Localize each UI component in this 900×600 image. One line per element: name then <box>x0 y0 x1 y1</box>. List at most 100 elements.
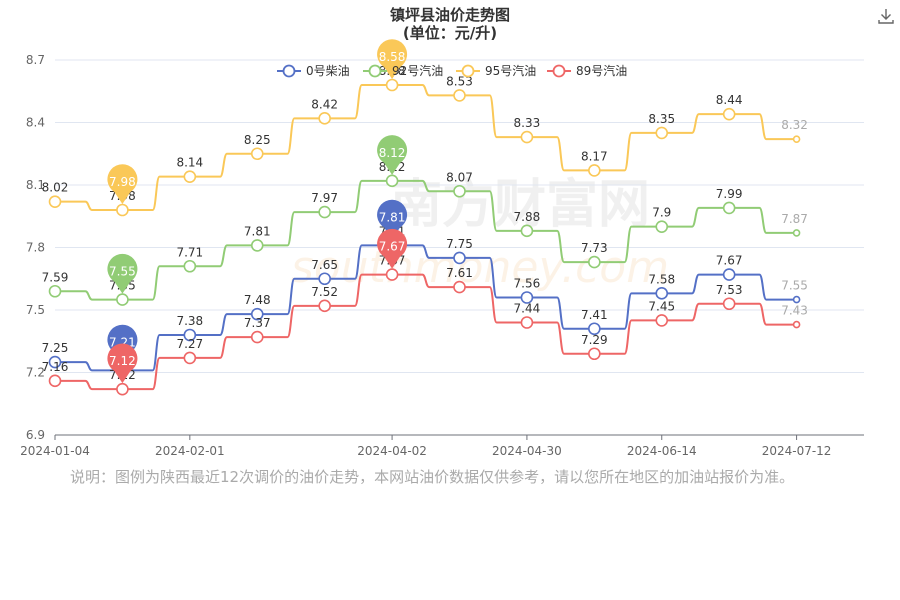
series-line <box>55 84 797 211</box>
data-label: 7.48 <box>244 293 271 307</box>
data-label: 8.17 <box>581 149 608 163</box>
data-label: 7.65 <box>311 258 338 272</box>
x-tick-label: 2024-04-02 <box>357 444 427 458</box>
data-point <box>385 174 399 188</box>
legend-item-3[interactable]: 89号汽油 <box>547 63 627 78</box>
data-point <box>318 112 331 125</box>
marker-pin-shape <box>377 199 408 240</box>
x-tick-label: 2024-07-12 <box>762 444 832 458</box>
series-layer: 7.257.217.387.487.657.817.757.567.417.58… <box>42 39 808 396</box>
data-label: 7.53 <box>716 283 743 297</box>
data-point <box>183 328 197 342</box>
marker-pin-shape <box>107 343 138 384</box>
data-point <box>520 224 534 238</box>
data-point <box>318 272 331 286</box>
legend-label: 89号汽油 <box>576 63 627 78</box>
data-label: 7.45 <box>648 299 675 313</box>
data-label: 7.56 <box>514 277 541 291</box>
y-tick-label: 8.7 <box>26 53 45 67</box>
marker-pin: 8.12 <box>377 135 408 175</box>
marker-pin-label: 7.67 <box>379 240 406 254</box>
legend-item-0[interactable]: 0号柴油 <box>277 64 350 78</box>
data-point <box>183 170 197 183</box>
marker-pin: 7.55 <box>107 253 138 294</box>
data-label: 7.99 <box>716 187 743 201</box>
data-point <box>48 355 62 369</box>
marker-pin-label: 7.12 <box>109 354 136 368</box>
data-point <box>792 320 801 329</box>
data-point <box>48 284 62 298</box>
legend-label: 0号柴油 <box>306 64 350 78</box>
data-point <box>250 330 264 344</box>
marker-pin-shape <box>107 164 138 204</box>
data-label: 7.55 <box>781 279 808 293</box>
data-point <box>453 184 466 198</box>
series-line <box>55 179 797 301</box>
data-label: 7.73 <box>581 241 608 255</box>
data-label: 7.58 <box>648 272 675 286</box>
data-label: 7.87 <box>781 212 808 226</box>
data-point <box>318 205 331 219</box>
data-point <box>655 314 669 327</box>
data-point <box>116 293 129 306</box>
data-point <box>453 89 466 102</box>
data-point <box>48 374 62 388</box>
download-icon[interactable] <box>876 6 896 26</box>
data-point <box>385 268 399 281</box>
data-label: 7.59 <box>42 270 69 284</box>
axes: 6.9 7.2 7.5 7.8 8.1 8.4 8.7 2024-01-04 2024-02-0… <box>20 53 864 458</box>
data-point <box>318 299 331 313</box>
marker-pin-shape <box>377 39 408 79</box>
data-label: 7.9 <box>652 206 671 220</box>
legend-label: 92号汽油 <box>392 63 443 78</box>
marker-pin-label: 7.98 <box>109 175 136 189</box>
marker-pin: 7.67 <box>377 228 408 269</box>
chart-subtitle: (单位：元/升) <box>403 24 497 42</box>
data-point <box>655 220 669 233</box>
data-point <box>250 307 264 321</box>
data-point <box>385 78 399 92</box>
legend[interactable]: 0号柴油 92号汽油 95号汽油 89号汽油 <box>277 63 627 78</box>
watermark: 南方财富网 southmoney.com <box>291 175 669 293</box>
data-label: 7.27 <box>176 337 203 351</box>
data-point <box>655 126 669 140</box>
data-point <box>250 147 264 161</box>
legend-item-1[interactable]: 92号汽油 <box>363 63 443 78</box>
data-label: 8.02 <box>42 181 69 195</box>
data-point <box>520 316 534 329</box>
data-point <box>722 297 736 311</box>
legend-marker <box>282 64 296 78</box>
data-point <box>250 239 264 252</box>
data-label: 7.38 <box>176 314 203 328</box>
data-point <box>588 164 601 177</box>
marker-pin-shape <box>377 135 408 175</box>
marker-pin: 8.58 <box>377 39 408 79</box>
series-3: 7.16 7.12 7.27 7.37 7.52 7.67 7.61 7.44 7.29 7.45… <box>42 228 808 396</box>
marker-pin-shape <box>377 228 408 269</box>
data-label: 8.53 <box>446 74 473 88</box>
marker-pin: 7.12 <box>107 343 138 384</box>
data-point <box>722 201 736 215</box>
data-label: 8.14 <box>176 156 203 170</box>
data-label: 7.97 <box>311 191 338 205</box>
series-1: 7.59 7.55 7.71 7.81 7.97 8.12 8.07 7.88 7.73 7.9 7… <box>42 135 808 306</box>
data-point <box>183 259 197 273</box>
legend-item-2[interactable]: 95号汽油 <box>456 63 536 78</box>
marker-pin: 7.81 <box>377 199 408 240</box>
data-point <box>792 135 801 143</box>
data-label: 7.37 <box>244 316 271 330</box>
marker-pin: 7.98 <box>107 164 138 204</box>
series-line <box>55 244 797 372</box>
x-tick-label: 2024-02-01 <box>155 444 225 458</box>
legend-marker <box>461 64 475 78</box>
data-point <box>453 280 466 294</box>
data-label: 7.41 <box>581 308 608 322</box>
data-label: 7.61 <box>446 266 473 280</box>
series-line <box>55 273 797 391</box>
data-label: 7.71 <box>176 245 203 259</box>
data-point <box>116 382 129 396</box>
data-label: 7.88 <box>514 210 541 224</box>
data-point <box>588 255 601 269</box>
chart-title: 镇坪县油价走势图 <box>390 6 510 24</box>
footnote: 说明：图例为陕西最近12次调价的油价走势，本网站油价数据仅供参考，请以您所在地区… <box>70 468 795 486</box>
